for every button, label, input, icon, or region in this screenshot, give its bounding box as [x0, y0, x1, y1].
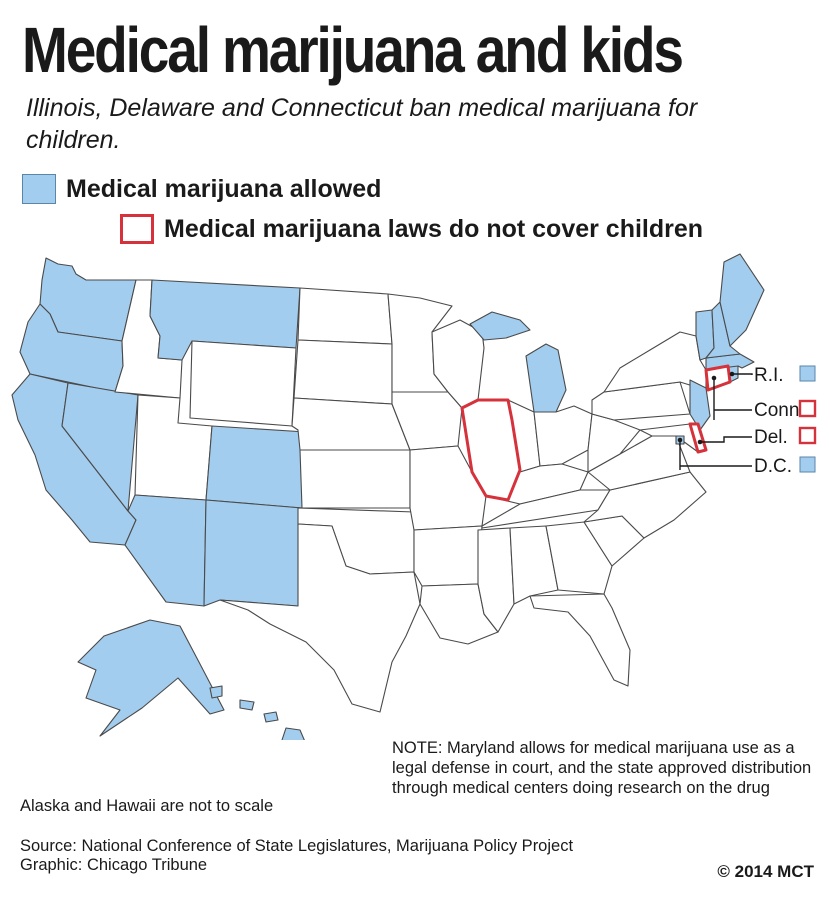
- copyright: © 2014 MCT: [717, 862, 814, 881]
- state-colorado: [205, 425, 307, 509]
- state-maryland: [639, 423, 699, 453]
- callout-label-del: Del.: [754, 427, 788, 448]
- state-georgia: [545, 521, 613, 595]
- callout-label-d-c: D.C.: [754, 456, 792, 477]
- maryland-note: NOTE: Maryland allows for medical mariju…: [392, 739, 812, 797]
- state-montana: [149, 279, 301, 361]
- callout-swatch-conn: [798, 399, 817, 418]
- callout-line-r-i: [732, 373, 753, 375]
- state-ohio: [533, 405, 593, 467]
- scale-note: Alaska and Hawaii are not to scale: [20, 797, 274, 815]
- legend-label-no-cover: Medical marijuana laws do not cover chil…: [164, 214, 704, 243]
- callout-dot-r-i: [729, 371, 735, 377]
- callout-dot-conn: [711, 375, 717, 381]
- state-alaska: [77, 619, 225, 737]
- graphic-credit: Graphic: Chicago Tribune: [20, 856, 208, 874]
- callout-dot-d-c: [677, 437, 683, 443]
- state-arkansas: [413, 525, 483, 587]
- legend-swatch-allowed: [22, 174, 56, 204]
- us-states-map: R.I. Conn. Del. D.C.: [11, 253, 817, 740]
- state-missouri: [409, 445, 487, 531]
- callout-label-conn: Conn.: [754, 400, 805, 421]
- state-connecticut: [704, 364, 732, 392]
- state-maine: [719, 253, 765, 347]
- legend-item-no-cover: Medical marijuana laws do not cover chil…: [120, 214, 703, 244]
- state-delaware: [688, 422, 708, 454]
- callout-swatch-del: [798, 426, 817, 445]
- state-hawaii: [209, 685, 305, 740]
- callout-line-del: [700, 436, 752, 443]
- callout-line-conn: [713, 378, 752, 420]
- state-texas: [219, 523, 421, 713]
- state-north-dakota: [297, 287, 393, 345]
- legend-item-allowed: Medical marijuana allowed: [22, 174, 381, 204]
- state-wyoming: [189, 340, 297, 427]
- state-arizona: [124, 494, 207, 607]
- state-south-dakota: [293, 339, 393, 405]
- callout-label-r-i: R.I.: [754, 365, 784, 386]
- callout-swatch-r-i: [799, 365, 816, 382]
- map-subtitle: Illinois, Delaware and Connecticut ban m…: [26, 94, 698, 154]
- state-new-jersey: [689, 379, 711, 431]
- state-alabama: [509, 525, 559, 605]
- state-new-mexico: [203, 499, 303, 607]
- callout-dot-del: [697, 439, 703, 445]
- legend-label-allowed: Medical marijuana allowed: [66, 174, 382, 203]
- callout-swatch-d-c: [799, 456, 816, 473]
- callout-line-d-c: [679, 440, 752, 470]
- state-florida: [529, 593, 631, 687]
- state-kansas: [299, 449, 411, 509]
- map-title: Medical marijuana and kids: [22, 14, 684, 86]
- source-line: Source: National Conference of State Leg…: [20, 837, 574, 855]
- state-illinois: [460, 398, 522, 502]
- state-michigan: [469, 311, 567, 413]
- legend-swatch-no-cover: [120, 214, 154, 244]
